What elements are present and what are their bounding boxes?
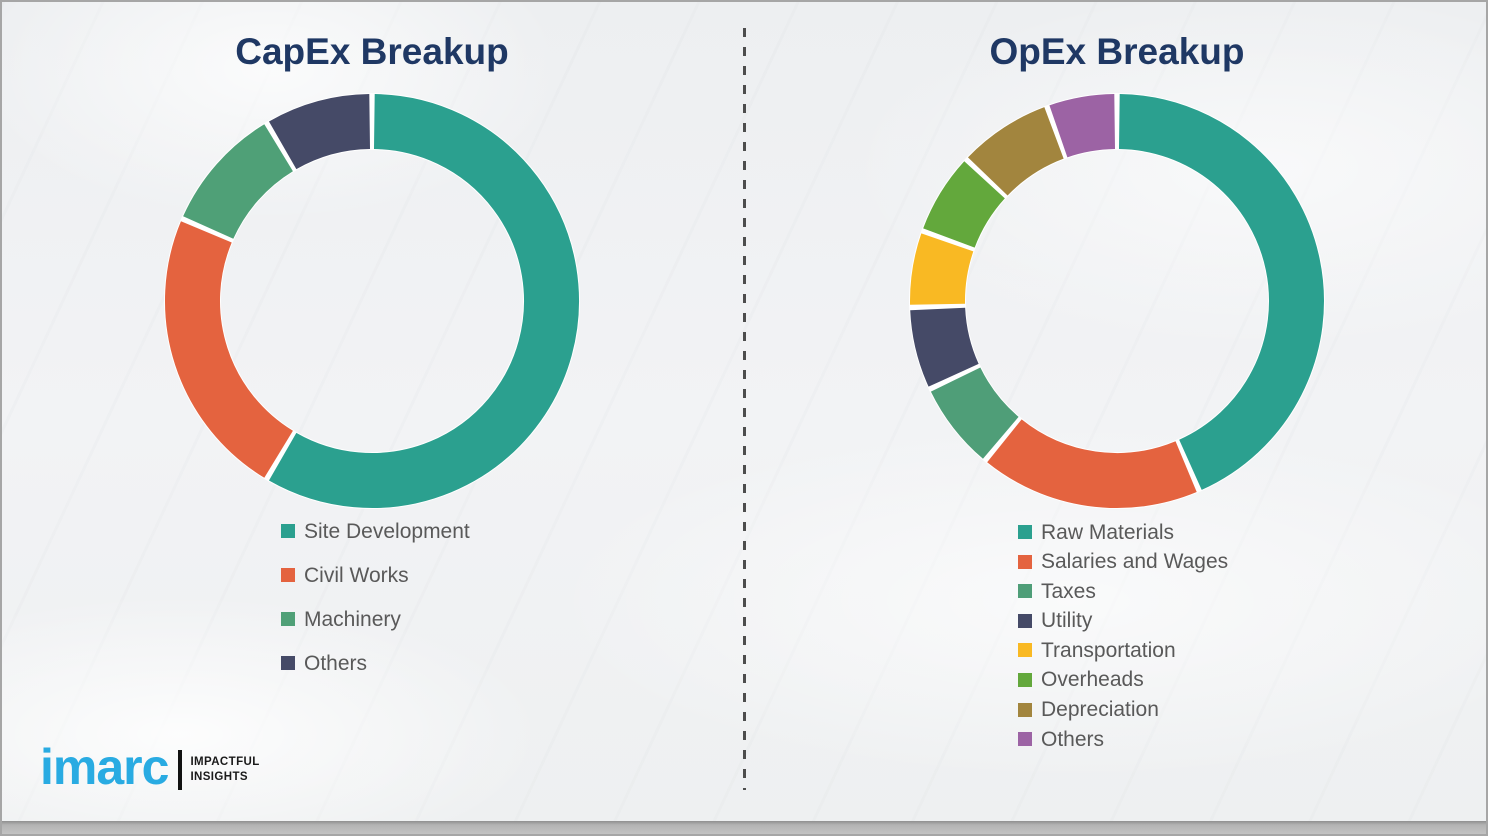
logo-tagline: IMPACTFUL INSIGHTS [190,755,259,785]
legend-label: Others [1041,727,1105,751]
legend-swatch-icon [1018,613,1032,628]
legend-item-depreciation: Depreciation [1018,698,1228,722]
legend-label: Others [304,651,368,675]
legend-swatch-icon [1018,732,1032,747]
donut-segment-others [268,94,371,170]
legend-label: Machinery [304,607,401,631]
legend-swatch-icon [281,524,295,538]
donut-segment-utility [910,307,979,387]
legend-label: Taxes [1041,579,1096,603]
legend-label: Site Development [304,519,470,543]
donut-segment-overheads [923,161,1006,249]
donut-segment-raw-materials [1118,94,1324,490]
logo-divider-bar [178,750,183,790]
opex-legend: Raw Materials Salaries and Wages Taxes Util… [1018,520,1228,751]
bottom-frame-bar [2,821,1486,834]
imarc-logo: imarc IMPACTFUL INSIGHTS [40,738,260,795]
legend-label: Raw Materials [1041,520,1175,544]
legend-swatch-icon [1018,643,1032,658]
donut-segment-others [1049,94,1116,158]
legend-item-transportation: Transportation [1018,638,1228,662]
legend-item-taxes: Taxes [1018,579,1228,603]
legend-swatch-icon [281,656,295,670]
legend-swatch-icon [1018,702,1032,717]
opex-chart-title: OpEx Breakup [989,31,1245,72]
imarc-logo-text: imarc [40,738,169,795]
legend-item-machinery: Machinery [281,607,470,631]
opex-donut-chart [909,93,1325,509]
legend-swatch-icon [1018,672,1032,687]
legend-swatch-icon [1018,554,1032,569]
capex-legend: Site Development Civil Works Machinery Othe… [281,519,470,675]
legend-item-civil-works: Civil Works [281,563,470,587]
legend-label: Salaries and Wages [1041,550,1229,574]
donut-segment-site-development [269,94,579,508]
legend-label: Transportation [1041,638,1176,662]
legend-item-others: Others [281,651,470,675]
donut-segment-civil-works [165,221,294,478]
legend-swatch-icon [281,612,295,626]
tagline-line-2: INSIGHTS [190,771,248,783]
legend-item-site-development: Site Development [281,519,470,543]
legend-item-overheads: Overheads [1018,668,1228,692]
legend-label: Depreciation [1041,698,1159,722]
donut-segment-transportation [910,233,974,305]
tagline-line-1: IMPACTFUL [190,756,260,769]
legend-item-utility: Utility [1018,609,1228,633]
legend-item-others: Others [1018,727,1228,751]
capex-donut-chart [164,93,580,509]
legend-label: Overheads [1041,668,1144,692]
legend-item-salaries-and-wages: Salaries and Wages [1018,550,1228,574]
legend-swatch-icon [281,568,295,582]
donut-segment-machinery [183,124,294,240]
legend-item-raw-materials: Raw Materials [1018,520,1228,544]
legend-swatch-icon [1018,525,1032,539]
legend-label: Civil Works [304,563,409,587]
legend-swatch-icon [1018,584,1032,599]
dashed-divider-line [743,28,746,790]
legend-label: Utility [1041,609,1093,633]
donut-segment-depreciation [967,107,1065,196]
donut-segment-salaries-and-wages [987,418,1197,508]
donut-segment-taxes [930,366,1020,459]
capex-chart-title: CapEx Breakup [235,31,509,72]
